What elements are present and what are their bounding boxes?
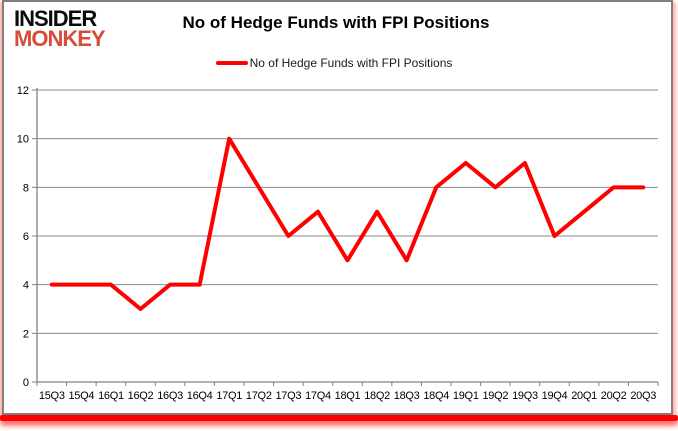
- x-tick-label: 16Q4: [187, 390, 213, 402]
- y-tick-label: 0: [23, 377, 29, 389]
- x-tick-label: 18Q3: [394, 390, 420, 402]
- x-tick-label: 16Q2: [128, 390, 154, 402]
- logo-text-monkey: MONKEY: [14, 26, 106, 52]
- insider-monkey-logo: INSIDER MONKEY: [14, 6, 106, 52]
- y-tick-label: 10: [17, 134, 29, 146]
- legend-line-marker: [215, 61, 248, 65]
- x-tick-label: 16Q3: [157, 390, 183, 402]
- x-tick-label: 17Q3: [275, 390, 301, 402]
- logo-text-insider: INSIDER: [14, 6, 97, 31]
- x-tick-label: 15Q4: [68, 390, 94, 402]
- x-tick-label: 17Q2: [246, 390, 272, 402]
- x-tick-label: 19Q4: [542, 390, 568, 402]
- bottom-red-bar: [0, 415, 678, 421]
- y-tick-label: 8: [23, 182, 29, 194]
- x-tick-label: 19Q1: [453, 390, 479, 402]
- legend: No of Hedge Funds with FPI Positions: [0, 56, 668, 70]
- x-tick-label: 18Q2: [364, 390, 390, 402]
- axes: [36, 88, 658, 383]
- x-tick-label: 15Q3: [39, 390, 65, 402]
- x-tick-label: 18Q4: [423, 390, 449, 402]
- data-series-line: [49, 136, 646, 311]
- y-tick-label: 2: [23, 328, 29, 340]
- legend-label: No of Hedge Funds with FPI Positions: [249, 56, 453, 70]
- x-tick-label: 19Q3: [512, 390, 538, 402]
- chart-frame: [2, 0, 673, 415]
- x-tick-label: 20Q2: [601, 390, 627, 402]
- x-tick-label: 18Q1: [335, 390, 361, 402]
- x-tick-label: 16Q1: [98, 390, 124, 402]
- axis-ticks: [32, 89, 659, 386]
- y-tick-label: 6: [23, 231, 29, 243]
- y-tick-label: 4: [23, 280, 29, 292]
- x-tick-label: 19Q2: [482, 390, 508, 402]
- y-gridlines: [37, 89, 658, 383]
- y-axis-labels: 0 2 4 6 8 10 12: [17, 85, 29, 389]
- y-tick-label: 12: [17, 85, 29, 97]
- x-tick-label: 17Q4: [305, 390, 331, 402]
- chart-title: No of Hedge Funds with FPI Positions: [182, 13, 490, 32]
- x-axis-labels: 15Q3 15Q4 16Q1 16Q2 16Q3 16Q4 17Q1 17Q2 17Q3 17Q4…: [39, 390, 657, 402]
- x-tick-label: 20Q1: [571, 390, 597, 402]
- x-tick-label: 20Q3: [630, 390, 656, 402]
- x-tick-label: 17Q1: [216, 390, 242, 402]
